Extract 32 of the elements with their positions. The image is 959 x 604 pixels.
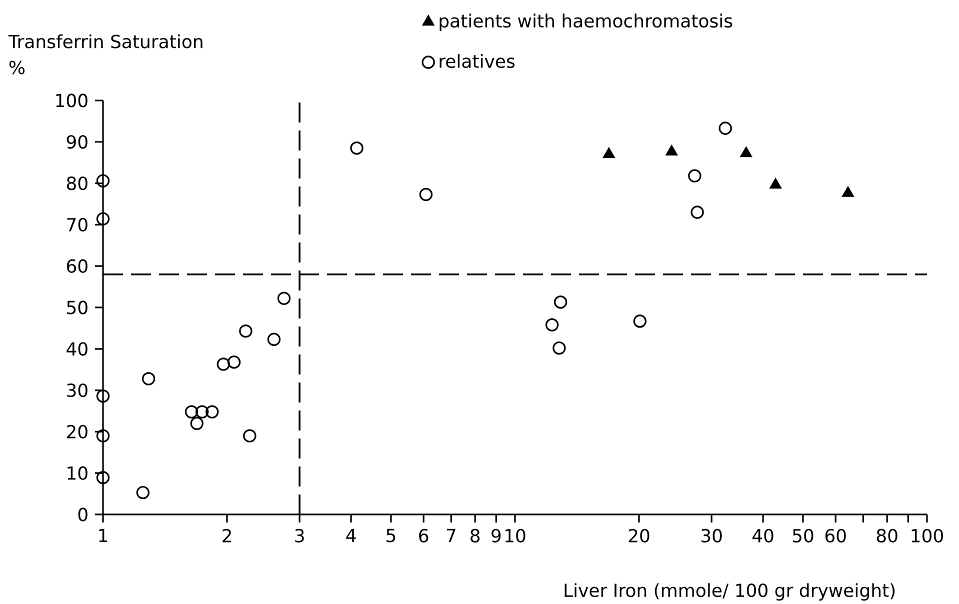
x-tick-label: 60 — [825, 528, 846, 542]
x-tick-label: 100 — [912, 528, 943, 542]
x-tick-label: 40 — [752, 528, 774, 542]
x-tick-label: 10 — [506, 528, 526, 542]
x-tick-label: 2 — [222, 528, 231, 542]
y-tick-label: 100 — [56, 94, 88, 108]
y-tick-label: 10 — [68, 466, 88, 480]
x-tick-label: 5 — [386, 528, 396, 542]
y-tick-label: 70 — [67, 218, 88, 232]
y-tick-label: 60 — [66, 259, 88, 273]
x-tick-label: 80 — [876, 528, 898, 542]
x-tick-label: 7 — [446, 528, 456, 542]
x-tick-label: 4 — [346, 528, 356, 542]
y-tick-label: 50 — [67, 300, 88, 314]
y-tick-label: 90 — [66, 135, 88, 149]
y-tick-label: 40 — [66, 342, 88, 356]
legend-label: relatives — [440, 54, 515, 68]
legend-label: patients with haemochromatosis — [440, 14, 732, 32]
x-tick-label: 6 — [419, 528, 428, 542]
y-tick-label: 20 — [67, 424, 88, 438]
x-tick-label: 9 — [492, 528, 501, 542]
x-tick-label: 8 — [470, 528, 480, 542]
x-axis-title: Liver Iron (mmole/ 100 gr dryweight) — [564, 583, 895, 601]
x-tick-label: 20 — [628, 528, 650, 542]
x-tick-label: 30 — [702, 528, 722, 542]
y-tick-label: 30 — [67, 383, 88, 398]
y-tick-label: 80 — [66, 176, 88, 190]
x-tick-label: 1 — [99, 528, 108, 542]
y-tick-label: 0 — [78, 508, 88, 522]
x-tick-label: 50 — [792, 528, 814, 542]
x-tick-label: 3 — [295, 528, 304, 542]
y-axis-title: Transferrin Saturation % — [8, 34, 202, 74]
